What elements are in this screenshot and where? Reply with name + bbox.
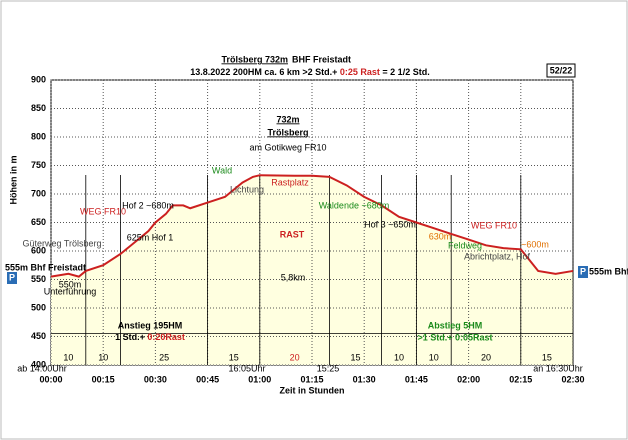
- y-tick-label: 900: [31, 74, 46, 84]
- y-tick-label: 750: [31, 160, 46, 170]
- x-axis-label: Zeit in Stunden: [280, 385, 345, 395]
- x-tick-label: 00:30: [144, 374, 167, 384]
- annotation: Trölsberg: [267, 127, 308, 137]
- annotation: P: [9, 272, 15, 282]
- x-tick-label: 01:15: [300, 374, 323, 384]
- annotation: 5,8km: [281, 272, 306, 282]
- subtitle-part: = 2 1/2 Std.: [380, 67, 430, 77]
- annotation: Hof 2 ~680m: [122, 200, 174, 210]
- segment-label: 15: [350, 352, 360, 362]
- annotation: 555m Bhf Freistadt: [5, 262, 86, 272]
- annotation: Rastplatz: [271, 177, 309, 187]
- annotation: 630m: [429, 231, 452, 241]
- ascent-part: 1 Std.+: [115, 332, 147, 342]
- segment-label: 10: [429, 352, 439, 362]
- annotation: Abrichtplatz, Hof: [464, 251, 531, 261]
- y-tick-label: 850: [31, 103, 46, 113]
- annotation: 625m Hof 1: [127, 232, 174, 242]
- descent-title: Abstieg 5HM: [428, 320, 483, 330]
- annotation: Güterweg Trölsberg: [22, 238, 101, 248]
- line: [50, 174, 574, 278]
- annotation: an 16:30Uhr: [533, 363, 583, 373]
- x-tick-label: 02:00: [457, 374, 480, 384]
- parking-icon: [7, 272, 17, 284]
- segment-label: 10: [394, 352, 404, 362]
- annotation: 555m Bhf: [589, 266, 628, 276]
- segment-label: 20: [290, 352, 300, 362]
- x-tick-label: 00:15: [92, 374, 115, 384]
- segment-label: 10: [63, 352, 73, 362]
- segment-label: 25: [159, 352, 169, 362]
- x-tick-label: 02:30: [561, 374, 584, 384]
- annotation: Feldweg: [448, 240, 482, 250]
- ascent-title: Anstieg 195HM: [118, 320, 183, 330]
- annotation: ~600m: [521, 239, 549, 249]
- annotation: Waldende ~680m: [319, 200, 389, 210]
- annotation: Wald: [212, 165, 232, 175]
- segment-label: 15: [229, 352, 239, 362]
- annotation: Hof 3 ~650m: [364, 219, 416, 229]
- area-fill: [51, 175, 573, 365]
- y-tick-label: 700: [31, 188, 46, 198]
- page-number: 52/22: [550, 65, 573, 75]
- annotation: Unterführung: [44, 286, 97, 296]
- ascent-part: 0:20Rast: [147, 332, 185, 342]
- descent-detail: >1 Std.+ 0:05Rast: [417, 332, 492, 342]
- x-tick-label: 00:45: [196, 374, 219, 384]
- annotation: 732m: [276, 114, 299, 124]
- x-tick-label: 01:00: [248, 374, 271, 384]
- annotation: 16:05Uhr: [228, 363, 265, 373]
- annotation: 550m: [59, 279, 82, 289]
- subtitle: 13.8.2022 200HM ca. 6 km >2 Std.+ 0:25 R…: [190, 67, 429, 77]
- y-tick-label: 400: [31, 359, 46, 369]
- annotation: 15:25: [317, 363, 340, 373]
- segment-label: 20: [481, 352, 491, 362]
- y-tick-label: 600: [31, 245, 46, 255]
- annotation: WEG FR10: [471, 220, 517, 230]
- annotation: Lichtung: [230, 184, 264, 194]
- ascent-detail: 1 Std.+ 0:20Rast: [115, 332, 185, 342]
- parking-icon: [578, 266, 588, 278]
- y-tick-label: 500: [31, 302, 46, 312]
- y-tick-label: 550: [31, 274, 46, 284]
- x-tick-label: 01:45: [405, 374, 428, 384]
- x-tick-label: 01:30: [353, 374, 376, 384]
- chart-title: Trölsberg 732m: [221, 54, 288, 64]
- x-tick-label: 02:15: [509, 374, 532, 384]
- annotation: am Gotikweg FR10: [249, 142, 326, 152]
- y-axis-label: Höhen in m: [8, 156, 18, 205]
- annotation: ab 14:00Uhr: [17, 363, 67, 373]
- page-box: [546, 63, 576, 78]
- annotation: WEG FR10: [80, 206, 126, 216]
- subtitle-part: 13.8.2022 200HM ca. 6 km >2 Std.+: [190, 67, 340, 77]
- annotation: RAST: [280, 229, 305, 239]
- segment-label: 15: [542, 352, 552, 362]
- y-tick-label: 650: [31, 217, 46, 227]
- chart-title-suffix: BHF Freistadt: [292, 54, 351, 64]
- x-tick-label: 00:00: [39, 374, 62, 384]
- y-tick-label: 450: [31, 331, 46, 341]
- annotation: P: [580, 266, 586, 276]
- y-tick-label: 800: [31, 131, 46, 141]
- subtitle-part: 0:25 Rast: [340, 67, 380, 77]
- segment-label: 10: [98, 352, 108, 362]
